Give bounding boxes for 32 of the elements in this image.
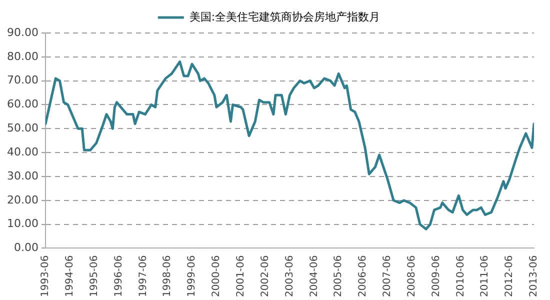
y-tick-label: 20.00 <box>6 193 38 206</box>
x-tick-label: 2002-06 <box>260 255 271 298</box>
x-tick-label: 2000-06 <box>211 255 222 298</box>
x-tick-label: 1999-06 <box>186 255 198 298</box>
y-tick-label: 40.00 <box>6 145 38 158</box>
y-tick-label: 90.00 <box>6 26 38 39</box>
x-tick-label: 2005-06 <box>333 255 344 298</box>
y-tick-label: 80.00 <box>6 50 38 63</box>
x-tick-label: 2013-06 <box>528 255 540 298</box>
x-tick-label: 1995-06 <box>88 255 100 298</box>
x-tick-label: 1997-06 <box>138 255 149 298</box>
x-tick-label: 2007-06 <box>382 255 394 298</box>
x-tick-label: 2010-06 <box>455 255 466 298</box>
x-tick-label: 2003-06 <box>284 255 296 298</box>
x-tick-label: 1996-06 <box>113 255 124 298</box>
x-tick-label: 2008-06 <box>406 255 418 298</box>
y-tick-label: 60.00 <box>6 98 38 111</box>
x-tick-label: 1993-06 <box>40 255 52 298</box>
y-tick-label: 70.00 <box>6 74 38 87</box>
x-tick-label: 2006-06 <box>358 255 369 298</box>
legend-label: 美国:全美住宅建筑商协会房地产指数月 <box>189 10 380 24</box>
y-tick-label: 10.00 <box>6 217 38 230</box>
y-tick-label: 50.00 <box>6 122 38 135</box>
x-tick-label: 1994-06 <box>64 255 76 298</box>
y-tick-label: 0.00 <box>14 241 38 254</box>
x-tick-label: 2009-06 <box>430 255 442 298</box>
x-tick-label: 2001-06 <box>235 255 246 298</box>
x-tick-label: 1998-06 <box>162 255 174 298</box>
x-tick-label: 2012-06 <box>504 255 516 298</box>
y-tick-label: 30.00 <box>6 169 38 182</box>
x-tick-label: 2004-06 <box>308 255 320 298</box>
x-tick-label: 2011-06 <box>480 255 491 298</box>
